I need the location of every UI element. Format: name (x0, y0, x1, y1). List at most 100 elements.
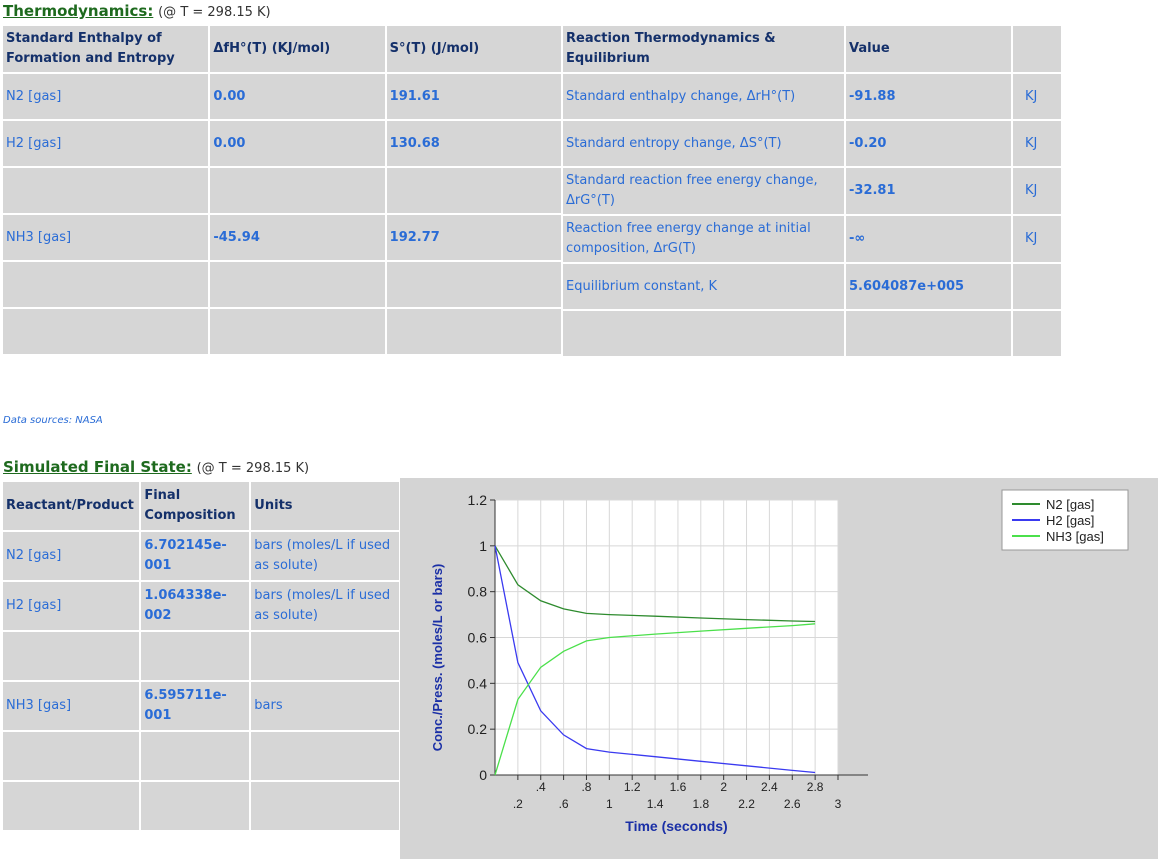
y-tick-label: 1 (479, 538, 487, 554)
dh-cell (210, 262, 385, 307)
final-title-row: Simulated Final State: (@ T = 298.15 K) (3, 458, 309, 476)
s-cell (386, 262, 561, 307)
thermo-title-row: Thermodynamics: (@ T = 298.15 K) (3, 2, 271, 20)
header-unit (1013, 26, 1061, 72)
reaction-unit (1013, 264, 1061, 309)
y-tick-label: 0.2 (468, 721, 488, 737)
thermo-title: Thermodynamics: (3, 2, 154, 20)
units-cell (251, 732, 399, 780)
reaction-value: -0.20 (846, 121, 1011, 166)
header-units: Units (251, 482, 399, 530)
reaction-unit: KJ (1013, 216, 1061, 262)
species-cell: NH3 [gas] (3, 215, 209, 260)
s-cell: 192.77 (386, 215, 561, 260)
composition-cell (141, 632, 250, 680)
species-cell: H2 [gas] (3, 582, 140, 630)
species-cell (3, 262, 209, 307)
y-axis-label: Conc./Press. (moles/L or bars) (430, 564, 445, 752)
species-cell (3, 732, 140, 780)
dh-cell: -45.94 (210, 215, 385, 260)
units-cell: bars (moles/L if used as solute) (251, 532, 399, 580)
x-tick-label: 1 (606, 797, 613, 811)
legend-label: H2 [gas] (1046, 513, 1094, 528)
composition-cell: 6.702145e-001 (141, 532, 250, 580)
header-s: S°(T) (J/mol) (386, 26, 561, 72)
y-tick-label: 0.4 (468, 675, 488, 691)
composition-cell (141, 732, 250, 780)
header-species: Reactant/Product (3, 482, 140, 530)
x-tick-label: .8 (581, 780, 591, 794)
x-tick-label: 2.2 (738, 797, 755, 811)
composition-cell: 6.595711e-001 (141, 682, 250, 730)
units-cell: bars (moles/L if used as solute) (251, 582, 399, 630)
units-cell: bars (251, 682, 399, 730)
x-tick-label: 1.2 (624, 780, 641, 794)
units-cell (251, 632, 399, 680)
concentration-chart: 0 0.2 0.4 0.6 0.8 1 1.2 .4 .8 1.2 1.6 2 2.4 2.8 .2 .6 1 1… (430, 489, 1129, 834)
series-line (494, 545, 816, 774)
reaction-unit: KJ (1013, 168, 1061, 214)
header-dh: ΔfH°(T) (KJ/mol) (210, 26, 385, 72)
y-tick-label: 0.8 (468, 584, 488, 600)
x-tick-label: .4 (536, 780, 546, 794)
header-value: Value (846, 26, 1011, 72)
final-condition: (@ T = 298.15 K) (196, 461, 310, 476)
x-axis-label: Time (seconds) (625, 818, 727, 834)
series-line (494, 545, 816, 623)
reaction-label: Standard enthalpy change, ΔrH°(T) (563, 74, 844, 119)
x-tick-label: .6 (559, 797, 569, 811)
header-composition: Final Composition (141, 482, 250, 530)
reaction-unit: KJ (1013, 121, 1061, 166)
reaction-unit: KJ (1013, 74, 1061, 119)
header-formation: Standard Enthalpy of Formation and Entro… (3, 26, 209, 72)
reaction-value: 5.604087e+005 (846, 264, 1011, 309)
reaction-value: -∞ (846, 216, 1011, 262)
s-cell (386, 309, 561, 354)
composition-cell: 1.064338e-002 (141, 582, 250, 630)
species-cell: N2 [gas] (3, 74, 209, 119)
chart-panel: 0 0.2 0.4 0.6 0.8 1 1.2 .4 .8 1.2 1.6 2 2.4 2.8 .2 .6 1 1… (400, 478, 1158, 859)
reaction-label: Equilibrium constant, K (563, 264, 844, 309)
species-cell (3, 782, 140, 830)
x-tick-label: 3 (835, 797, 842, 811)
species-cell (3, 168, 209, 213)
formation-table: Standard Enthalpy of Formation and Entro… (1, 24, 563, 356)
species-cell (3, 309, 209, 354)
reaction-label: Reaction free energy change at initial c… (563, 216, 844, 262)
legend-label: NH3 [gas] (1046, 529, 1104, 544)
x-tick-label: 2.4 (761, 780, 778, 794)
dh-cell: 0.00 (210, 74, 385, 119)
x-tick-label: 1.6 (670, 780, 687, 794)
y-tick-label: 0.6 (468, 630, 488, 646)
reaction-table: Reaction Thermodynamics & Equilibrium Va… (561, 24, 1063, 358)
species-cell: H2 [gas] (3, 121, 209, 166)
x-tick-label: 1.8 (692, 797, 709, 811)
final-title: Simulated Final State: (3, 458, 192, 476)
reaction-value (846, 311, 1011, 356)
dh-cell: 0.00 (210, 121, 385, 166)
units-cell (251, 782, 399, 830)
legend-label: N2 [gas] (1046, 497, 1094, 512)
header-reaction: Reaction Thermodynamics & Equilibrium (563, 26, 844, 72)
x-tick-label: .2 (513, 797, 523, 811)
species-cell (3, 632, 140, 680)
y-tick-label: 1.2 (468, 492, 488, 508)
dh-cell (210, 168, 385, 213)
final-state-table: Reactant/Product Final Composition Units… (1, 480, 401, 832)
dh-cell (210, 309, 385, 354)
x-tick-label: 1.4 (647, 797, 664, 811)
reaction-value: -32.81 (846, 168, 1011, 214)
reaction-label (563, 311, 844, 356)
species-cell: NH3 [gas] (3, 682, 140, 730)
x-tick-label: 2.8 (807, 780, 824, 794)
s-cell (386, 168, 561, 213)
x-tick-label: 2.6 (784, 797, 801, 811)
s-cell: 191.61 (386, 74, 561, 119)
data-source-note: Data sources: NASA (3, 415, 103, 426)
reaction-label: Standard reaction free energy change, Δr… (563, 168, 844, 214)
thermo-condition: (@ T = 298.15 K) (158, 5, 271, 20)
y-tick-label: 0 (479, 767, 487, 783)
series-line (494, 623, 816, 776)
s-cell: 130.68 (386, 121, 561, 166)
reaction-value: -91.88 (846, 74, 1011, 119)
